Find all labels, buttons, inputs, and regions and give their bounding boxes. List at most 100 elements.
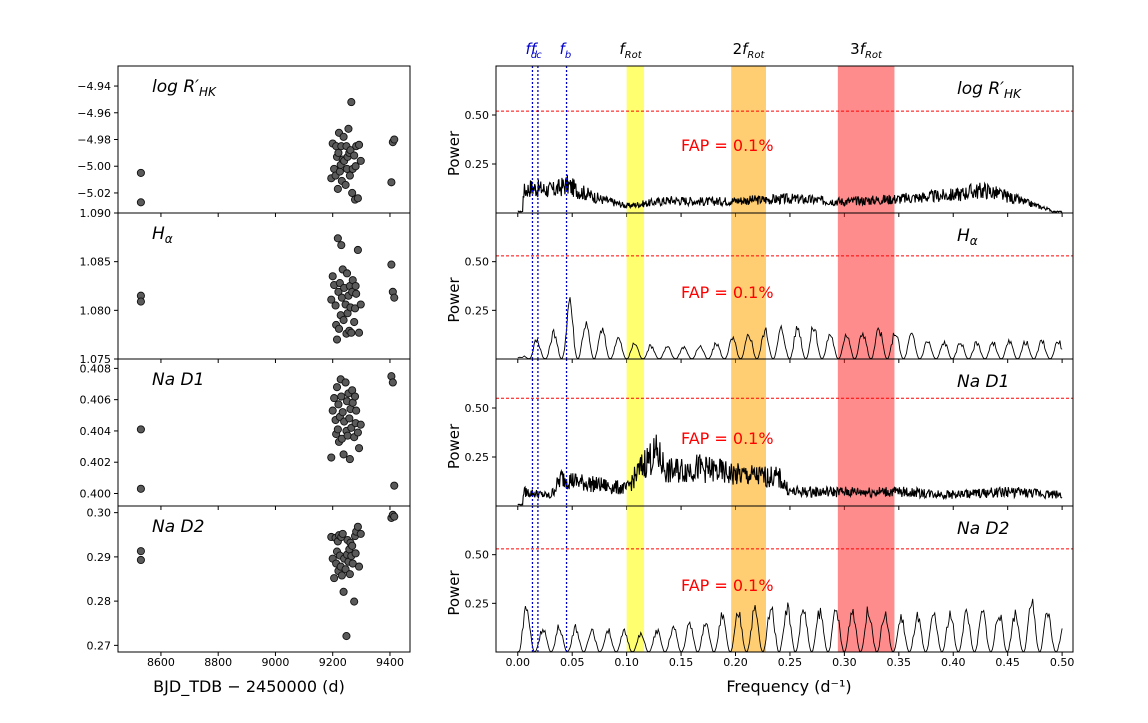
data-point bbox=[334, 400, 343, 409]
data-point bbox=[330, 394, 339, 403]
data-point bbox=[339, 450, 348, 459]
rotation-band bbox=[731, 506, 766, 652]
left-subplot-label: Na D2 bbox=[152, 517, 204, 537]
data-point bbox=[351, 549, 360, 558]
data-point bbox=[390, 293, 399, 302]
rotation-band bbox=[626, 506, 645, 652]
data-point bbox=[354, 444, 364, 453]
data-point bbox=[348, 188, 357, 198]
rotation-band bbox=[837, 506, 895, 652]
y-tick-label: 1.080 bbox=[80, 304, 112, 317]
data-point bbox=[356, 529, 365, 538]
y-tick-label: 0.400 bbox=[80, 487, 112, 500]
x-tick-label: 0.05 bbox=[560, 656, 585, 669]
x-tick-label: 0.00 bbox=[506, 656, 531, 669]
x-tick-label: 0.20 bbox=[723, 656, 748, 669]
data-point bbox=[345, 570, 354, 579]
data-point bbox=[356, 300, 365, 309]
y-tick-label: −4.96 bbox=[77, 107, 111, 120]
x-tick-label: 0.45 bbox=[995, 656, 1020, 669]
y-tick-label: −5.00 bbox=[77, 160, 111, 173]
x-tick-label: 0.15 bbox=[669, 656, 694, 669]
band-label-1-main: f bbox=[619, 40, 627, 58]
data-point bbox=[333, 234, 342, 243]
data-point bbox=[353, 194, 362, 203]
planet-label-c: fc bbox=[531, 40, 542, 61]
y-tick-label: 0.25 bbox=[465, 304, 490, 317]
band-label-2-prefix: 2 bbox=[733, 40, 743, 58]
fap-label: FAP = 0.1% bbox=[681, 283, 774, 302]
x-tick-label: 0.35 bbox=[887, 656, 912, 669]
data-point bbox=[348, 559, 357, 568]
planet-label-b: fb bbox=[560, 40, 572, 61]
data-point bbox=[352, 289, 361, 298]
y-tick-label: 0.50 bbox=[465, 109, 490, 122]
periodogram-series-label-sub: α bbox=[970, 234, 978, 248]
data-point bbox=[344, 124, 353, 133]
x-tick-label: 9000 bbox=[261, 656, 289, 669]
y-tick-label: −4.94 bbox=[77, 80, 111, 93]
data-point bbox=[353, 245, 362, 255]
left-subplot-label-main: H bbox=[152, 224, 165, 244]
data-point bbox=[334, 287, 343, 296]
data-point bbox=[331, 301, 340, 310]
left-subplot-2: 1.075 1.080 1.085 1.090 Hα bbox=[80, 207, 411, 366]
left-subplot-label: Na D1 bbox=[152, 370, 204, 390]
data-point bbox=[337, 241, 346, 250]
data-point bbox=[339, 132, 348, 141]
y-tick-label: 1.085 bbox=[80, 256, 112, 269]
left-subplot-label-main: Na D2 bbox=[152, 517, 204, 537]
band-label-3-prefix: 3 bbox=[850, 40, 860, 58]
planet-label-d-main: f bbox=[525, 40, 533, 58]
y-tick-label: 1.090 bbox=[80, 207, 112, 220]
x-tick-label: 0.30 bbox=[832, 656, 857, 669]
planet-label-d-sub: d bbox=[531, 50, 538, 61]
periodogram-series-label: Na D1 bbox=[957, 372, 1009, 392]
data-point bbox=[136, 198, 145, 207]
data-point bbox=[136, 297, 145, 306]
band-label-3-main: f bbox=[860, 40, 868, 58]
periodogram-line bbox=[517, 174, 1063, 213]
periodogram-series-label-main: Na D2 bbox=[957, 519, 1009, 539]
y-tick-label: 0.27 bbox=[87, 639, 112, 652]
data-point bbox=[354, 562, 364, 571]
data-point bbox=[334, 148, 343, 157]
y-axis-label: Power bbox=[445, 130, 463, 176]
data-point bbox=[351, 162, 360, 171]
data-point bbox=[341, 180, 350, 189]
data-point bbox=[337, 392, 346, 401]
left-x-axis-label: BJD_TDB − 2450000 (d) bbox=[153, 677, 345, 697]
data-point bbox=[348, 541, 357, 550]
data-point bbox=[388, 378, 397, 387]
left-subplot-3: 0.400 0.402 0.404 0.406 0.408 Na D1 bbox=[80, 358, 411, 510]
data-point bbox=[390, 481, 399, 490]
periodogram-series-label-main: log R′ bbox=[957, 79, 1004, 99]
rotation-band bbox=[731, 66, 766, 213]
rotation-band bbox=[731, 213, 766, 359]
data-point bbox=[350, 392, 360, 401]
planet-label-c-main: f bbox=[531, 40, 539, 58]
data-point bbox=[328, 406, 337, 415]
fap-label: FAP = 0.1% bbox=[681, 429, 774, 448]
right-x-axis-label: Frequency (d⁻¹) bbox=[726, 677, 851, 696]
planet-label-b-sub: b bbox=[565, 50, 571, 61]
data-point bbox=[345, 455, 354, 464]
y-tick-label: 0.50 bbox=[465, 402, 490, 415]
data-point bbox=[354, 140, 364, 149]
left-subplot-label: log R′HK bbox=[152, 77, 217, 99]
y-tick-label: 1.075 bbox=[80, 353, 112, 366]
data-point bbox=[332, 335, 342, 344]
data-point bbox=[339, 316, 348, 325]
data-point bbox=[347, 328, 356, 337]
planet-label-b-main: f bbox=[560, 40, 568, 58]
data-point bbox=[341, 378, 350, 387]
left-subplot-label-sub: HK bbox=[199, 85, 217, 99]
planet-label-d: fd bbox=[525, 40, 537, 61]
band-label-1-sub: Rot bbox=[625, 50, 643, 61]
y-tick-label: 0.50 bbox=[465, 256, 490, 269]
y-tick-label: 0.25 bbox=[465, 597, 490, 610]
y-tick-label: 0.30 bbox=[87, 507, 112, 520]
data-point bbox=[387, 260, 396, 269]
x-tick-label: 8600 bbox=[147, 656, 175, 669]
